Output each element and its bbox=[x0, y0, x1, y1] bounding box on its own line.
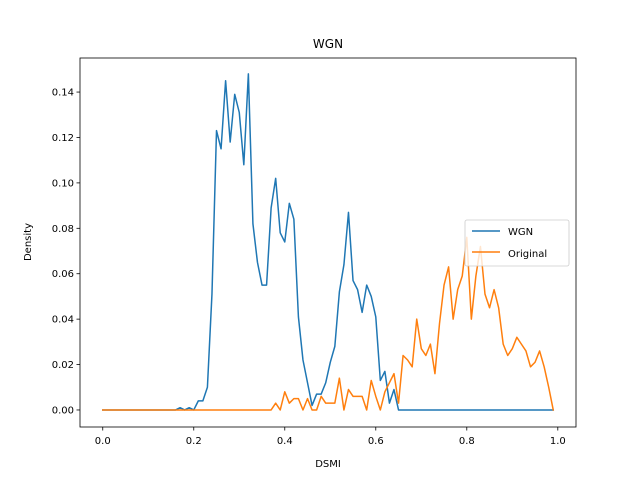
y-tick-label: 0.12 bbox=[52, 133, 74, 144]
x-tick-label: 0.2 bbox=[186, 436, 202, 447]
legend-label-original: Original bbox=[508, 249, 547, 260]
series-line-original bbox=[102, 236, 555, 411]
y-tick-label: 0.10 bbox=[52, 178, 74, 189]
y-tick-label: 0.14 bbox=[52, 88, 74, 99]
y-tick-label: 0.00 bbox=[52, 405, 74, 416]
y-tick-label: 0.02 bbox=[52, 360, 74, 371]
legend-label-wgn: WGN bbox=[508, 227, 533, 238]
series-line-wgn bbox=[102, 73, 554, 411]
x-tick-label: 0.4 bbox=[277, 436, 293, 447]
x-axis: 0.0 0.2 0.4 0.6 0.8 1.0 bbox=[95, 427, 566, 447]
x-tick-label: 0.8 bbox=[459, 436, 475, 447]
y-tick-label: 0.04 bbox=[52, 315, 74, 326]
y-axis: 0.00 0.02 0.04 0.06 0.08 0.10 0.12 0.14 bbox=[52, 88, 80, 416]
x-tick-label: 1.0 bbox=[550, 436, 566, 447]
chart-title: WGN bbox=[313, 37, 343, 51]
y-axis-label: Density bbox=[23, 223, 34, 261]
plot-area bbox=[102, 73, 555, 411]
y-tick-label: 0.06 bbox=[52, 269, 74, 280]
plot-frame bbox=[79, 57, 577, 428]
y-tick-label: 0.08 bbox=[52, 224, 74, 235]
x-tick-label: 0.6 bbox=[368, 436, 384, 447]
x-axis-label: DSMI bbox=[315, 459, 341, 470]
x-tick-label: 0.0 bbox=[95, 436, 111, 447]
legend: WGN Original bbox=[464, 219, 570, 267]
